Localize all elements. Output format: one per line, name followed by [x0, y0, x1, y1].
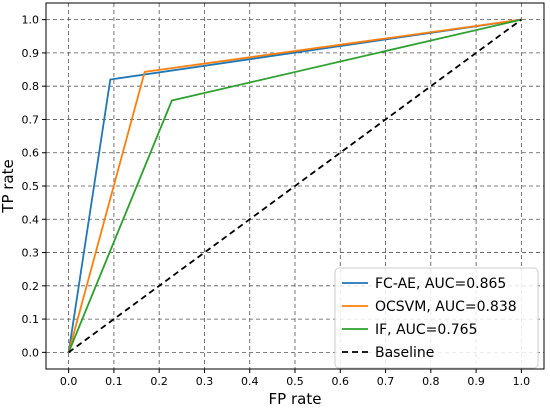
- x-tick-label: 0.9: [467, 375, 485, 388]
- x-tick-label: 0.7: [377, 375, 395, 388]
- y-tick-label: 0.0: [22, 346, 40, 359]
- x-axis-label: FP rate: [269, 390, 322, 408]
- x-tick-label: 0.5: [286, 375, 304, 388]
- series-line-2: [67, 18, 522, 353]
- y-tick-label: 0.5: [22, 180, 40, 193]
- series-lines: [67, 18, 522, 354]
- y-axis-label: TP rate: [0, 159, 17, 213]
- x-tick-label: 0.3: [196, 375, 214, 388]
- series-line-1: [67, 18, 522, 353]
- legend: FC-AE, AUC=0.865 OCSVM, AUC=0.838 IF, AUC=…: [334, 267, 539, 369]
- x-ticks: 0.0 0.1 0.2 0.3 0.4 0.5 0.6 0.7 0.8 0.9 1.0: [60, 369, 530, 388]
- y-ticks: 0.0 0.1 0.2 0.3 0.4 0.5 0.6 0.7 0.8 0.9 1.0: [22, 14, 46, 359]
- x-tick-label: 0.0: [60, 375, 78, 388]
- x-tick-label: 0.1: [105, 375, 123, 388]
- y-tick-label: 0.6: [22, 147, 40, 160]
- y-tick-label: 0.4: [22, 213, 40, 226]
- x-tick-label: 1.0: [513, 375, 531, 388]
- y-tick-label: 0.8: [22, 80, 40, 93]
- legend-label: IF, AUC=0.765: [375, 322, 478, 338]
- x-tick-label: 0.6: [332, 375, 350, 388]
- x-tick-label: 0.4: [241, 375, 259, 388]
- y-tick-label: 0.7: [22, 113, 40, 126]
- x-tick-label: 0.8: [422, 375, 440, 388]
- y-tick-label: 0.2: [22, 280, 40, 293]
- legend-label: FC-AE, AUC=0.865: [375, 276, 506, 292]
- series-line-0: [67, 18, 522, 353]
- legend-label: Baseline: [375, 345, 434, 361]
- series-line-3: [68, 18, 522, 354]
- legend-label: OCSVM, AUC=0.838: [375, 299, 517, 315]
- x-tick-label: 0.2: [150, 375, 168, 388]
- y-tick-label: 0.9: [22, 47, 40, 60]
- y-tick-label: 1.0: [22, 14, 40, 27]
- legend-box: [334, 267, 539, 369]
- y-tick-label: 0.1: [22, 313, 40, 326]
- y-tick-label: 0.3: [22, 247, 40, 260]
